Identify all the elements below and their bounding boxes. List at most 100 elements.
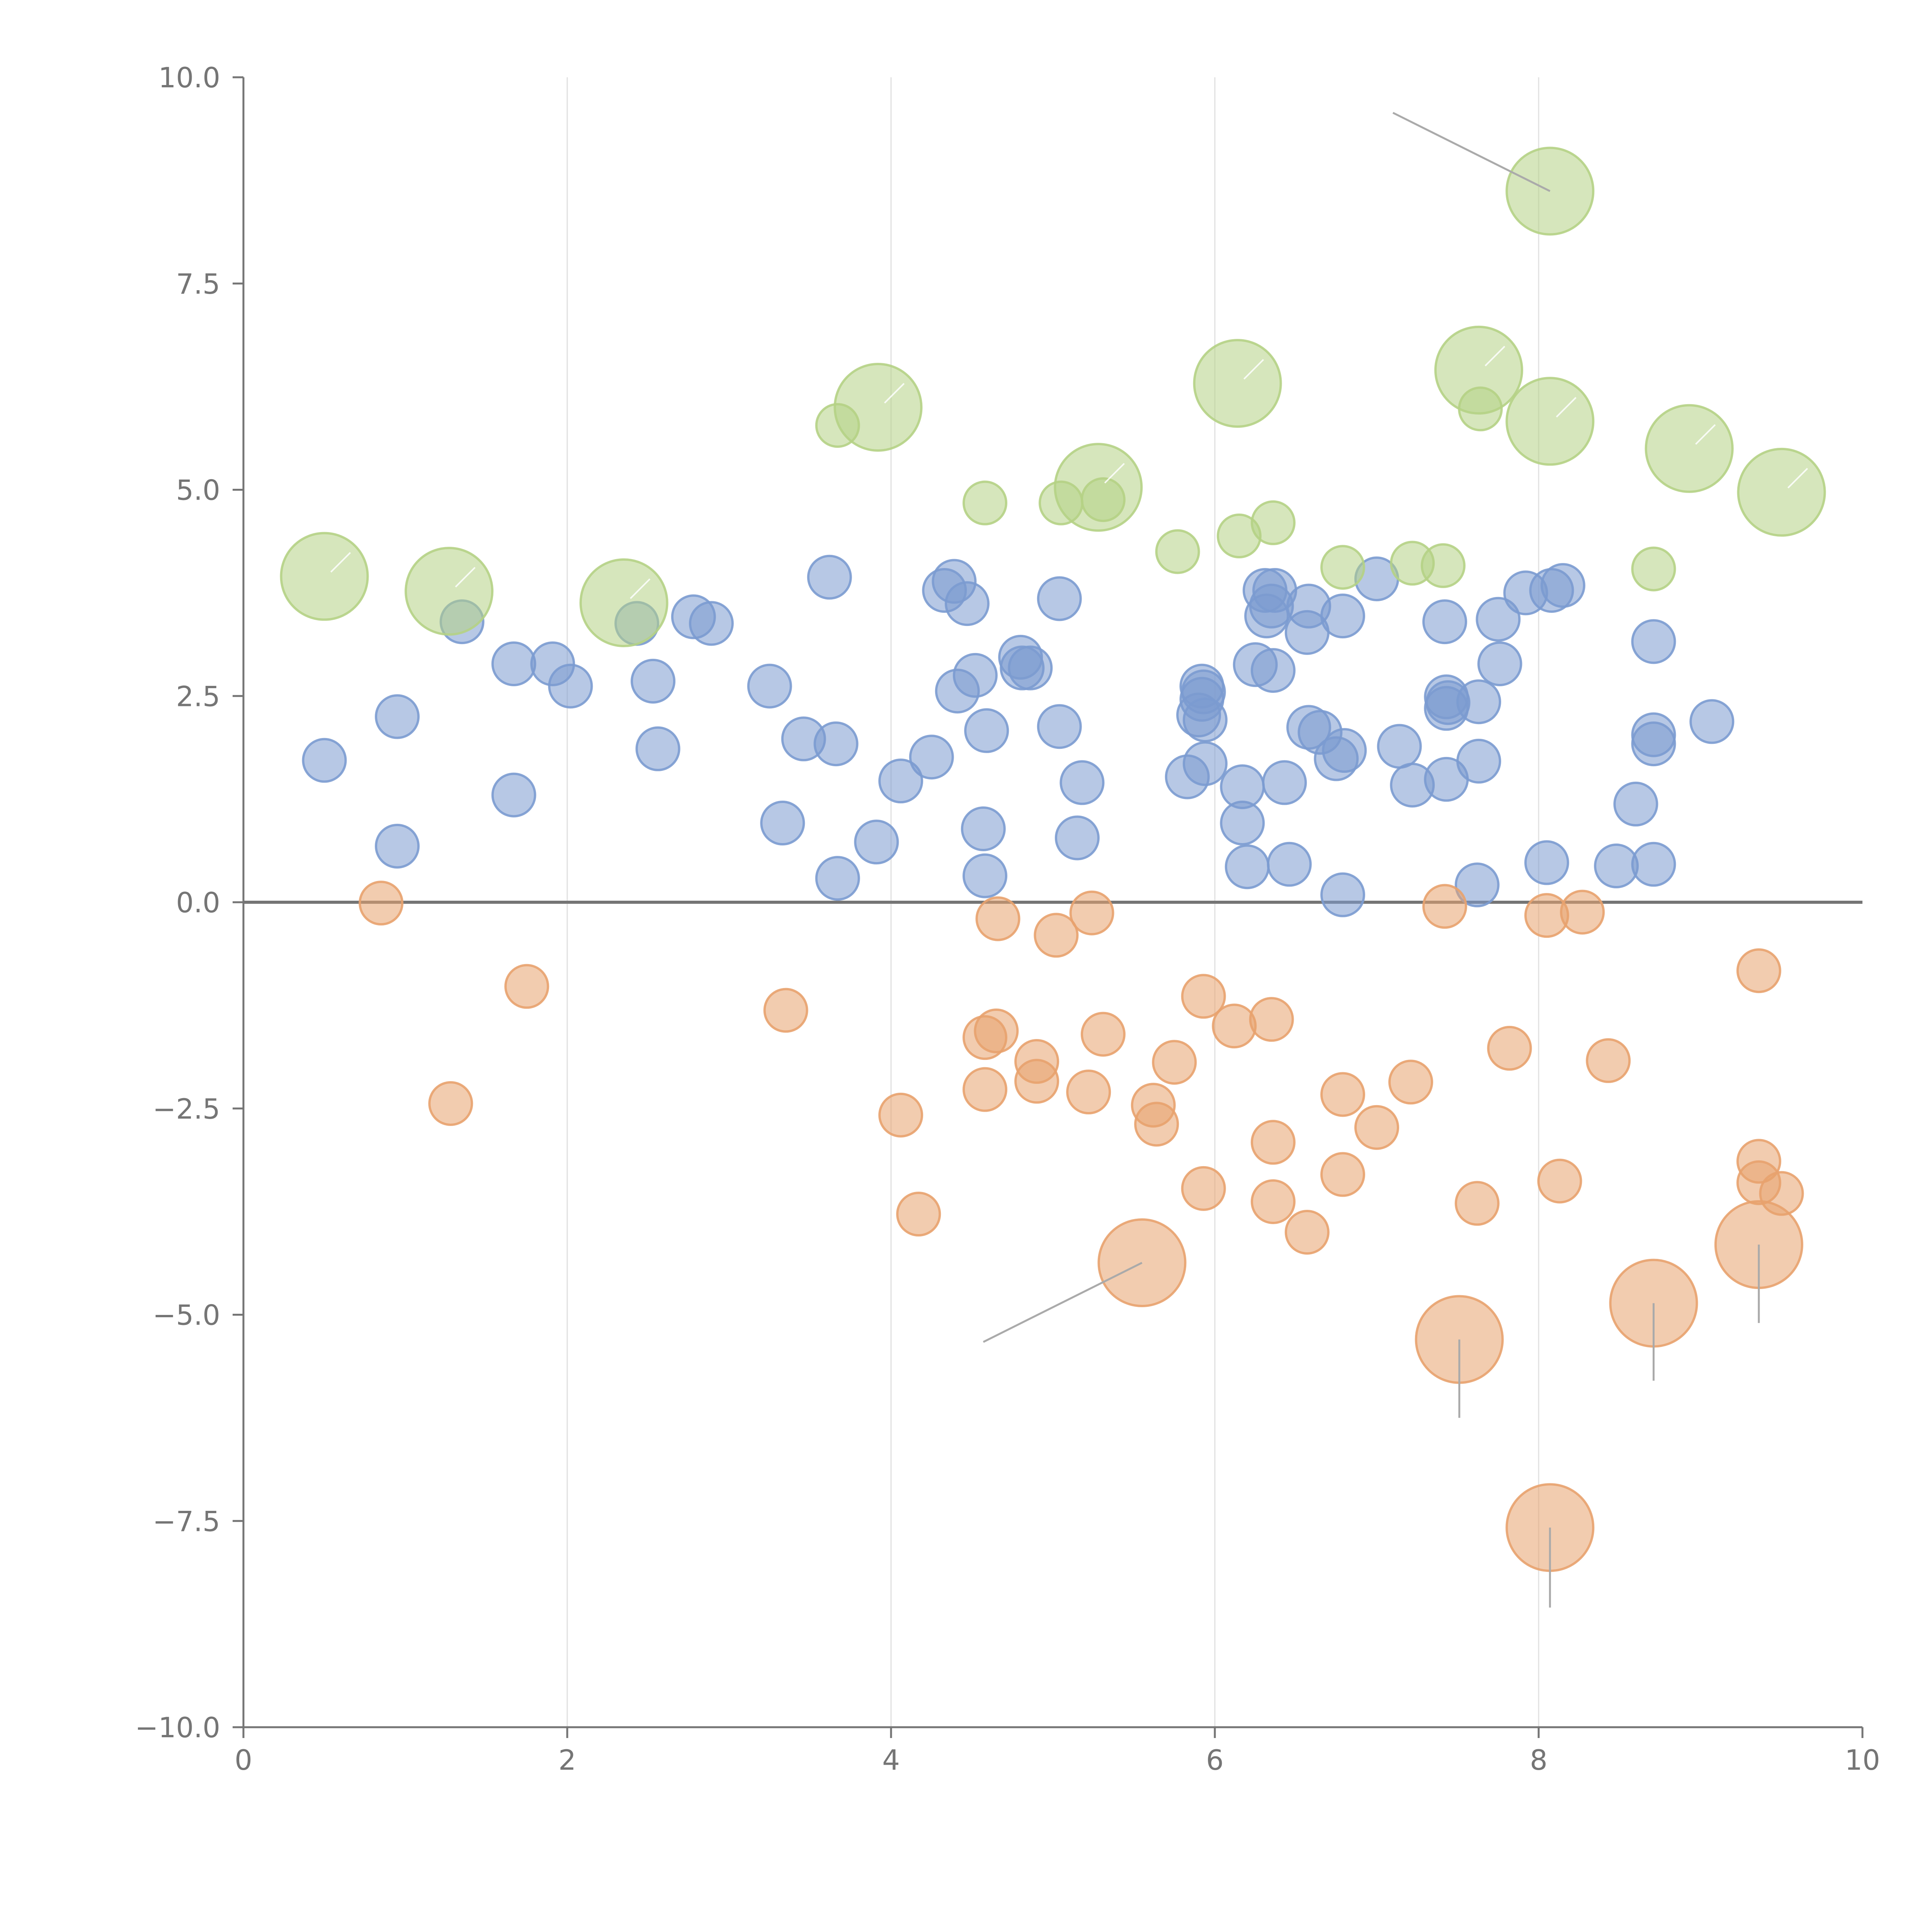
data-point-blue-20[interactable] xyxy=(878,759,923,804)
data-point-blue-75[interactable] xyxy=(1477,641,1522,686)
data-point-orange-4[interactable] xyxy=(878,1092,923,1138)
data-point-orange-32[interactable] xyxy=(1487,1026,1532,1071)
data-point-blue-12[interactable] xyxy=(689,601,734,646)
data-point-orange-2[interactable] xyxy=(504,964,549,1009)
data-point-orange-21[interactable] xyxy=(1212,1003,1257,1049)
data-point-orange-36[interactable] xyxy=(1586,1038,1631,1083)
data-point-orange-9[interactable] xyxy=(975,896,1020,941)
data-point-green-18[interactable] xyxy=(1434,325,1523,415)
data-point-blue-10[interactable] xyxy=(635,726,680,771)
data-point-blue-35[interactable] xyxy=(1054,815,1100,861)
data-point-blue-34[interactable] xyxy=(1037,704,1082,749)
data-point-blue-17[interactable] xyxy=(813,721,859,767)
data-point-orange-37[interactable] xyxy=(1736,948,1781,993)
data-point-green-12[interactable] xyxy=(280,532,369,621)
data-point-blue-46[interactable] xyxy=(1225,844,1270,889)
data-point-blue-14[interactable] xyxy=(760,801,805,846)
data-point-blue-80[interactable] xyxy=(1594,844,1639,889)
data-point-blue-1[interactable] xyxy=(375,694,420,739)
data-point-blue-36[interactable] xyxy=(1060,760,1105,805)
data-point-orange-5[interactable] xyxy=(896,1192,941,1237)
data-point-blue-19[interactable] xyxy=(854,820,899,865)
data-point-blue-60[interactable] xyxy=(1320,872,1366,917)
data-point-blue-54[interactable] xyxy=(1267,842,1312,887)
data-point-blue-45[interactable] xyxy=(1220,764,1265,810)
data-point-blue-62[interactable] xyxy=(1322,728,1367,773)
data-point-blue-61[interactable] xyxy=(1320,594,1366,639)
data-point-green-19[interactable] xyxy=(1505,377,1595,466)
data-point-orange-8[interactable] xyxy=(974,1009,1019,1054)
data-point-blue-2[interactable] xyxy=(375,823,420,869)
data-point-blue-74[interactable] xyxy=(1476,597,1521,642)
data-point-blue-16[interactable] xyxy=(807,554,852,600)
data-point-orange-17[interactable] xyxy=(1134,1102,1179,1147)
data-point-orange-23[interactable] xyxy=(1250,1120,1296,1165)
data-point-green-4[interactable] xyxy=(1155,529,1200,574)
data-point-orange-7[interactable] xyxy=(963,1067,1008,1112)
data-point-orange-35[interactable] xyxy=(1560,889,1605,935)
data-point-blue-82[interactable] xyxy=(1631,842,1676,887)
data-point-blue-86[interactable] xyxy=(1689,699,1735,744)
data-point-blue-26[interactable] xyxy=(952,653,998,698)
data-point-orange-0[interactable] xyxy=(359,881,404,926)
data-point-orange-28[interactable] xyxy=(1354,1105,1399,1150)
data-point-blue-84[interactable] xyxy=(1631,712,1676,757)
data-point-blue-77[interactable] xyxy=(1524,840,1569,885)
data-point-green-9[interactable] xyxy=(1420,543,1466,588)
data-point-orange-11[interactable] xyxy=(1014,1059,1060,1104)
data-point-blue-28[interactable] xyxy=(963,853,1008,898)
data-point-blue-0[interactable] xyxy=(302,738,347,783)
data-point-green-6[interactable] xyxy=(1250,500,1296,545)
data-point-orange-22[interactable] xyxy=(1249,997,1294,1042)
data-point-orange-20[interactable] xyxy=(1181,1166,1226,1211)
data-point-orange-12[interactable] xyxy=(1034,913,1079,958)
data-point-green-7[interactable] xyxy=(1320,545,1366,590)
data-point-orange-24[interactable] xyxy=(1250,1179,1296,1225)
data-point-orange-25[interactable] xyxy=(1284,1210,1330,1255)
data-point-orange-31[interactable] xyxy=(1454,1181,1500,1226)
data-point-blue-25[interactable] xyxy=(944,581,990,626)
data-point-blue-4[interactable] xyxy=(491,641,536,686)
data-point-blue-53[interactable] xyxy=(1262,760,1307,805)
data-point-orange-13[interactable] xyxy=(1066,1070,1111,1115)
data-point-blue-81[interactable] xyxy=(1613,781,1658,827)
data-point-green-20[interactable] xyxy=(1645,404,1734,493)
data-point-orange-15[interactable] xyxy=(1080,1012,1126,1057)
data-point-green-1[interactable] xyxy=(963,480,1008,526)
data-point-green-16[interactable] xyxy=(1054,443,1143,532)
data-point-green-15[interactable] xyxy=(833,363,923,452)
data-point-blue-21[interactable] xyxy=(909,735,954,780)
data-point-blue-43[interactable] xyxy=(1182,741,1228,786)
data-point-orange-34[interactable] xyxy=(1537,1158,1582,1204)
data-point-orange-19[interactable] xyxy=(1181,974,1226,1019)
data-point-blue-18[interactable] xyxy=(815,856,860,901)
data-point-blue-7[interactable] xyxy=(548,663,593,709)
data-point-blue-51[interactable] xyxy=(1250,648,1296,693)
data-point-orange-29[interactable] xyxy=(1388,1060,1433,1105)
data-point-orange-30[interactable] xyxy=(1422,884,1467,929)
data-point-green-11[interactable] xyxy=(1631,546,1676,592)
data-point-orange-18[interactable] xyxy=(1152,1040,1197,1085)
data-point-orange-3[interactable] xyxy=(763,988,808,1033)
data-point-blue-71[interactable] xyxy=(1454,862,1500,908)
data-point-blue-85[interactable] xyxy=(1631,619,1676,664)
data-point-orange-1[interactable] xyxy=(428,1081,473,1126)
data-point-blue-13[interactable] xyxy=(747,663,792,709)
data-point-orange-14[interactable] xyxy=(1069,890,1114,935)
data-point-blue-32[interactable] xyxy=(1008,645,1053,690)
data-point-blue-79[interactable] xyxy=(1540,563,1585,608)
data-point-blue-29[interactable] xyxy=(964,708,1009,753)
data-point-orange-27[interactable] xyxy=(1320,1152,1366,1197)
data-point-green-13[interactable] xyxy=(405,547,494,636)
data-point-blue-9[interactable] xyxy=(631,658,676,704)
data-point-blue-33[interactable] xyxy=(1037,576,1082,621)
data-point-blue-73[interactable] xyxy=(1456,738,1501,784)
data-point-blue-42[interactable] xyxy=(1182,697,1228,743)
data-point-green-14[interactable] xyxy=(579,558,668,647)
data-point-blue-27[interactable] xyxy=(961,806,1006,851)
data-point-orange-26[interactable] xyxy=(1320,1072,1366,1117)
data-point-green-21[interactable] xyxy=(1737,447,1826,537)
data-point-blue-5[interactable] xyxy=(491,772,536,818)
data-point-blue-64[interactable] xyxy=(1377,724,1422,769)
data-point-green-17[interactable] xyxy=(1193,339,1282,428)
